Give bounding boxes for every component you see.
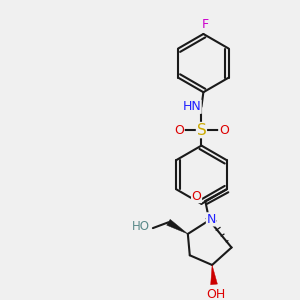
Polygon shape xyxy=(211,265,218,285)
Text: HN: HN xyxy=(182,100,201,113)
Text: S: S xyxy=(196,123,206,138)
Text: O: O xyxy=(219,124,229,136)
Text: F: F xyxy=(202,18,209,31)
Text: N: N xyxy=(206,213,216,226)
Text: O: O xyxy=(192,190,202,202)
Text: OH: OH xyxy=(206,288,226,300)
Text: HO: HO xyxy=(132,220,150,233)
Text: O: O xyxy=(174,124,184,136)
Polygon shape xyxy=(167,219,188,234)
